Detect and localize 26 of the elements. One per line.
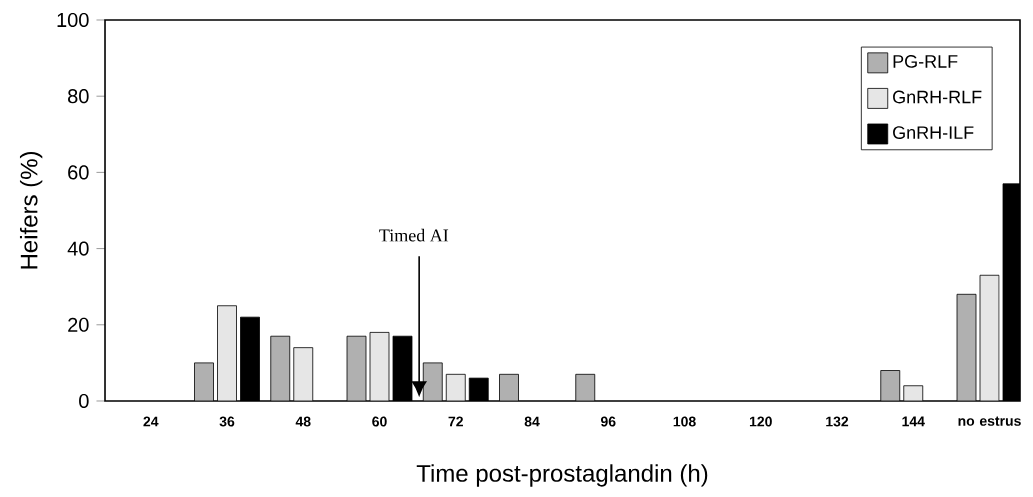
x-tick-label: 24 — [143, 416, 159, 427]
y-tick-label: 60 — [68, 165, 89, 180]
x-tick-label: 120 — [749, 416, 772, 427]
y-tick-label: 100 — [57, 12, 89, 28]
legend-label: GnRH-RLF — [893, 90, 982, 104]
x-tick-label: 84 — [524, 416, 540, 427]
x-tick-label: 132 — [826, 416, 849, 427]
y-tick-label: 20 — [68, 317, 89, 332]
bar — [217, 305, 237, 401]
legend-label: GnRH-ILF — [893, 126, 974, 139]
x-tick-label: 36 — [219, 416, 235, 427]
y-tick-label: 0 — [79, 393, 89, 409]
y-tick-label: 80 — [68, 89, 89, 104]
x-tick-label: 72 — [448, 416, 463, 427]
x-tick-label: 48 — [295, 416, 311, 427]
y-axis-title: Heifers (%) — [19, 152, 43, 269]
y-tick-label: 40 — [67, 241, 89, 256]
x-tick-label: 144 — [902, 416, 925, 427]
x-tick-label: 108 — [673, 416, 696, 427]
bar — [293, 347, 314, 401]
annotation: Timed AI — [379, 228, 449, 242]
x-tick-label: no estrus — [958, 416, 1021, 426]
x-axis-title: Time post-prostaglandin (h) — [416, 464, 708, 487]
legend-label: PG-RLF — [893, 55, 958, 68]
x-tick-label: 96 — [600, 416, 616, 427]
x-tick-label: 60 — [372, 416, 387, 427]
